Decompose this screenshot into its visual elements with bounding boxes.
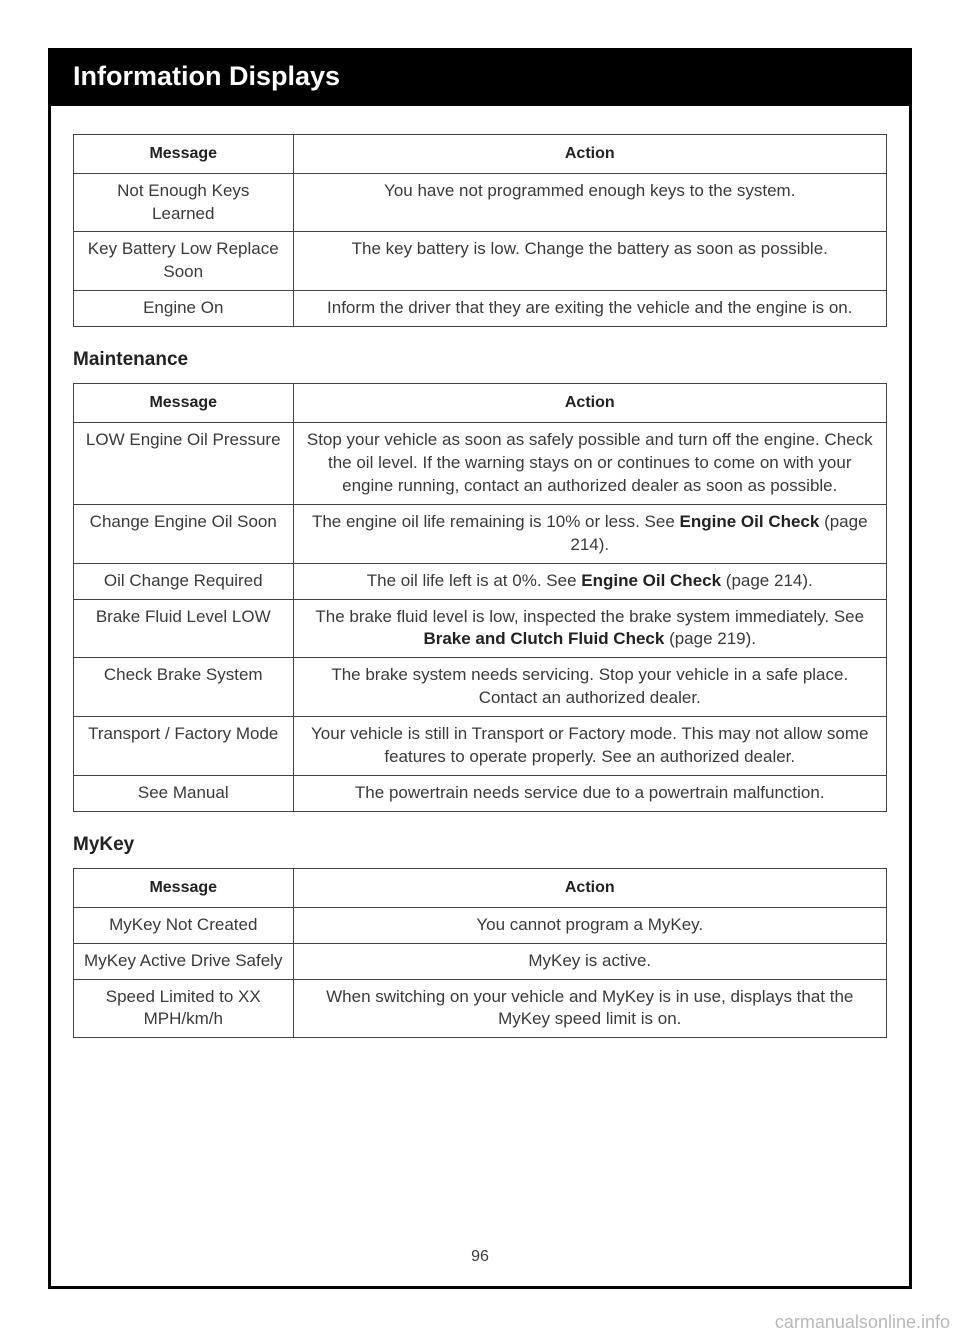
header-bar: Information Displays (51, 51, 909, 106)
page-frame: Information Displays Message Action Not … (48, 48, 912, 1289)
text: The engine oil life remaining is 10% or … (312, 512, 680, 531)
bold-ref: Engine Oil Check (680, 512, 820, 531)
text: The oil life left is at 0%. See (367, 571, 582, 590)
cell-message: Speed Limited to XX MPH/km/h (74, 979, 294, 1038)
cell-action: You have not programmed enough keys to t… (293, 173, 887, 232)
cell-action: You cannot program a MyKey. (293, 907, 887, 943)
text: (page 219). (664, 629, 756, 648)
cell-action: MyKey is active. (293, 943, 887, 979)
cell-action: Inform the driver that they are exiting … (293, 291, 887, 327)
table-row: Oil Change Required The oil life left is… (74, 563, 887, 599)
cell-action: The brake fluid level is low, inspected … (293, 599, 887, 658)
table-row: MyKey Active Drive Safely MyKey is activ… (74, 943, 887, 979)
table-row: Not Enough Keys Learned You have not pro… (74, 173, 887, 232)
table-row: Check Brake System The brake system need… (74, 658, 887, 717)
cell-action: The engine oil life remaining is 10% or … (293, 504, 887, 563)
cell-message: Key Battery Low Replace Soon (74, 232, 294, 291)
table-row: MyKey Not Created You cannot program a M… (74, 907, 887, 943)
cell-action: When switching on your vehicle and MyKey… (293, 979, 887, 1038)
cell-message: Not Enough Keys Learned (74, 173, 294, 232)
col-header-message: Message (74, 135, 294, 174)
watermark-text: carmanualsonline.info (775, 1312, 950, 1333)
table-row: Brake Fluid Level LOW The brake fluid le… (74, 599, 887, 658)
cell-action: Your vehicle is still in Transport or Fa… (293, 717, 887, 776)
table-row: Transport / Factory Mode Your vehicle is… (74, 717, 887, 776)
col-header-message: Message (74, 384, 294, 423)
maintenance-table: Message Action LOW Engine Oil Pressure S… (73, 383, 887, 812)
keys-table: Message Action Not Enough Keys Learned Y… (73, 134, 887, 327)
section-heading-maintenance: Maintenance (73, 349, 887, 371)
table-row: Change Engine Oil Soon The engine oil li… (74, 504, 887, 563)
cell-message: Change Engine Oil Soon (74, 504, 294, 563)
col-header-message: Message (74, 869, 294, 908)
cell-action: Stop your vehicle as soon as safely poss… (293, 422, 887, 504)
cell-message: Brake Fluid Level LOW (74, 599, 294, 658)
page-title: Information Displays (73, 61, 887, 92)
table-row: Speed Limited to XX MPH/km/h When switch… (74, 979, 887, 1038)
cell-message: Oil Change Required (74, 563, 294, 599)
cell-message: MyKey Not Created (74, 907, 294, 943)
cell-message: Transport / Factory Mode (74, 717, 294, 776)
col-header-action: Action (293, 384, 887, 423)
table-row: LOW Engine Oil Pressure Stop your vehicl… (74, 422, 887, 504)
cell-action: The brake system needs servicing. Stop y… (293, 658, 887, 717)
table-header-row: Message Action (74, 384, 887, 423)
mykey-table: Message Action MyKey Not Created You can… (73, 868, 887, 1038)
page-number: 96 (51, 1248, 909, 1266)
table-row: See Manual The powertrain needs service … (74, 776, 887, 812)
col-header-action: Action (293, 135, 887, 174)
cell-action: The oil life left is at 0%. See Engine O… (293, 563, 887, 599)
cell-message: Engine On (74, 291, 294, 327)
cell-action: The powertrain needs service due to a po… (293, 776, 887, 812)
cell-message: LOW Engine Oil Pressure (74, 422, 294, 504)
text: (page 214). (721, 571, 813, 590)
text: The brake fluid level is low, inspected … (315, 607, 864, 626)
cell-message: MyKey Active Drive Safely (74, 943, 294, 979)
col-header-action: Action (293, 869, 887, 908)
bold-ref: Engine Oil Check (581, 571, 721, 590)
cell-message: Check Brake System (74, 658, 294, 717)
table-row: Key Battery Low Replace Soon The key bat… (74, 232, 887, 291)
section-heading-mykey: MyKey (73, 834, 887, 856)
bold-ref: Brake and Clutch Fluid Check (423, 629, 664, 648)
table-header-row: Message Action (74, 869, 887, 908)
page-content: Message Action Not Enough Keys Learned Y… (51, 106, 909, 1038)
table-row: Engine On Inform the driver that they ar… (74, 291, 887, 327)
table-header-row: Message Action (74, 135, 887, 174)
cell-action: The key battery is low. Change the batte… (293, 232, 887, 291)
cell-message: See Manual (74, 776, 294, 812)
